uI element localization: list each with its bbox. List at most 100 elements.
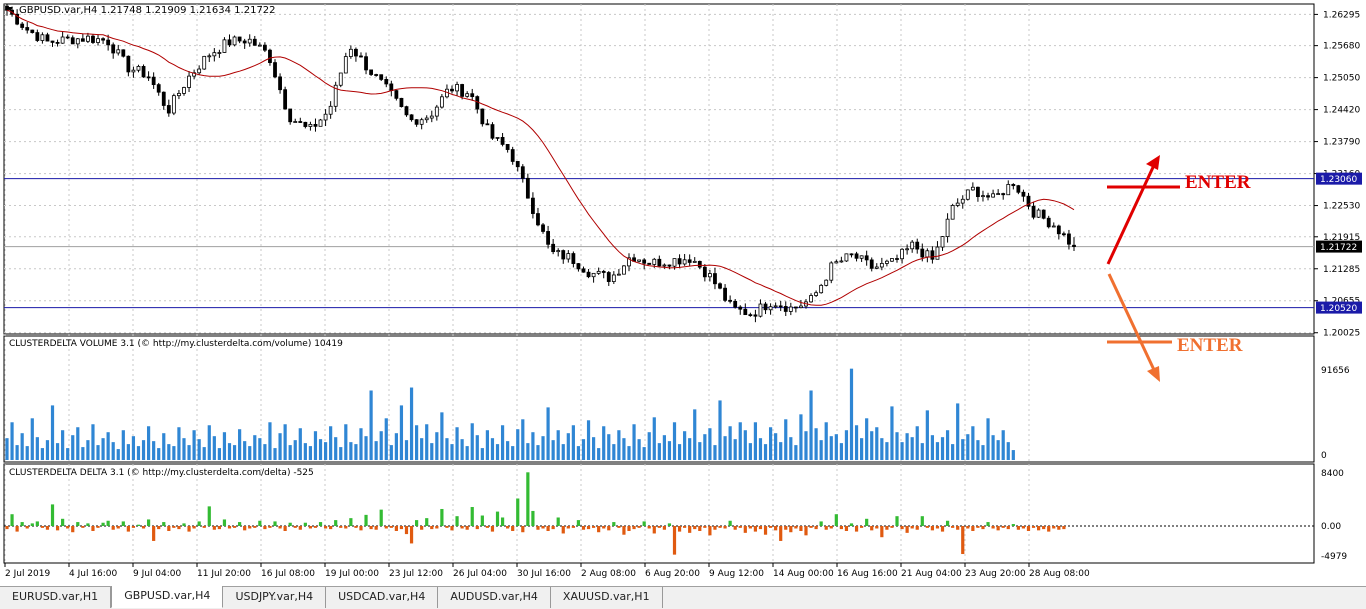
- volume-bar: [708, 428, 712, 460]
- delta-bar: [1031, 526, 1036, 528]
- candle-body: [475, 96, 480, 110]
- tab-audusd-var-h4[interactable]: AUDUSD.var,H4: [438, 587, 551, 608]
- delta-bar: [521, 526, 525, 533]
- candle: [60, 31, 65, 44]
- candle: [611, 271, 616, 284]
- delta-bar: [344, 526, 348, 529]
- delta-bar: [718, 526, 722, 528]
- delta-bar: [425, 518, 429, 526]
- delta-bar: [81, 526, 85, 528]
- delta-bar: [1047, 526, 1051, 532]
- candle: [839, 256, 844, 263]
- delta-bar: [829, 526, 833, 529]
- candle-body: [591, 272, 596, 278]
- candle-body: [495, 136, 500, 139]
- volume-pane[interactable]: [5, 368, 1015, 460]
- candle: [667, 264, 672, 270]
- candle-body: [606, 272, 611, 282]
- volume-bar: [981, 445, 985, 460]
- candle: [753, 309, 758, 323]
- volume-bar: [283, 424, 287, 460]
- candle: [455, 81, 459, 97]
- candle-body: [788, 306, 793, 312]
- trading-chart[interactable]: 1.262951.256801.250501.244201.237901.231…: [0, 0, 1366, 586]
- candle: [773, 302, 778, 309]
- candle: [131, 66, 136, 78]
- delta-bar: [146, 519, 151, 526]
- volume-bar: [415, 425, 419, 460]
- candle-body: [252, 38, 257, 46]
- volume-bar: [212, 436, 216, 460]
- candle: [369, 69, 373, 77]
- candle-body: [455, 84, 459, 92]
- candle: [758, 299, 763, 318]
- tab-eurusd-var-h1[interactable]: EURUSD.var,H1: [0, 587, 112, 608]
- candle-body: [86, 35, 90, 42]
- candle: [945, 213, 950, 243]
- delta-bar: [470, 507, 474, 526]
- tab-usdcad-var-h4[interactable]: USDCAD.var,H4: [326, 587, 439, 608]
- delta-bar: [40, 526, 44, 528]
- volume-bar: [784, 419, 788, 460]
- volume-bar: [440, 412, 444, 460]
- delta-bar: [809, 526, 813, 528]
- tab-usdjpy-var-h4[interactable]: USDJPY.var,H4: [223, 587, 327, 608]
- symbol-tabs: EURUSD.var,H1 GBPUSD.var,H4 USDJPY.var,H4 U…: [0, 586, 1366, 609]
- time-label: 30 Jul 16:00: [517, 569, 571, 579]
- candle: [25, 22, 30, 34]
- volume-bar: [930, 435, 935, 460]
- delta-pane[interactable]: [4, 472, 1314, 555]
- volume-bar: [435, 432, 439, 460]
- volume-bar: [829, 436, 833, 460]
- level-price-box: [1316, 301, 1362, 314]
- time-label: 16 Jul 08:00: [261, 569, 315, 579]
- delta-bar: [121, 521, 125, 526]
- volume-bar: [895, 432, 899, 460]
- candle: [242, 38, 247, 49]
- candle-body: [672, 258, 677, 267]
- candle-body: [75, 38, 80, 45]
- collapse-arrow-icon[interactable]: [7, 7, 13, 11]
- delta-label: 0.00: [1321, 522, 1341, 532]
- delta-bar: [172, 526, 176, 528]
- candle-body: [414, 119, 419, 125]
- delta-bar: [5, 526, 9, 530]
- candle: [854, 251, 859, 262]
- delta-bar: [212, 526, 216, 530]
- delta-bar: [920, 516, 924, 526]
- candle-body: [227, 39, 232, 46]
- delta-bar: [136, 524, 141, 526]
- volume-bar: [152, 441, 156, 460]
- delta-bar: [308, 526, 313, 529]
- tab-gbpusd-var-h4[interactable]: GBPUSD.var,H4: [111, 586, 224, 608]
- candle: [662, 263, 667, 269]
- volume-bar: [591, 437, 596, 460]
- candle: [591, 272, 596, 283]
- volume-label: 0: [1321, 451, 1327, 461]
- candle: [834, 259, 839, 264]
- volume-bar: [71, 435, 75, 460]
- delta-bar: [511, 526, 515, 531]
- candle: [257, 42, 262, 47]
- tab-xauusd-var-h1[interactable]: XAUUSD.var,H1: [551, 587, 663, 608]
- candle: [520, 164, 525, 183]
- volume-bar: [915, 426, 919, 460]
- delta-bar: [763, 526, 768, 535]
- candle: [778, 300, 783, 312]
- volume-bar: [698, 442, 702, 460]
- candle-body: [879, 263, 884, 268]
- candle: [586, 269, 591, 279]
- candle: [197, 65, 202, 76]
- candle-body: [232, 36, 237, 46]
- delta-bar: [485, 526, 490, 528]
- candle: [439, 93, 444, 109]
- volume-bar: [743, 430, 747, 460]
- delta-bar: [162, 522, 166, 526]
- volume-bar: [96, 445, 100, 460]
- delta-bar: [258, 520, 262, 526]
- volume-bar: [480, 448, 484, 460]
- volume-bar: [364, 436, 368, 460]
- price-pane[interactable]: [5, 4, 1076, 323]
- candle-body: [662, 264, 667, 267]
- candle-body: [273, 62, 277, 78]
